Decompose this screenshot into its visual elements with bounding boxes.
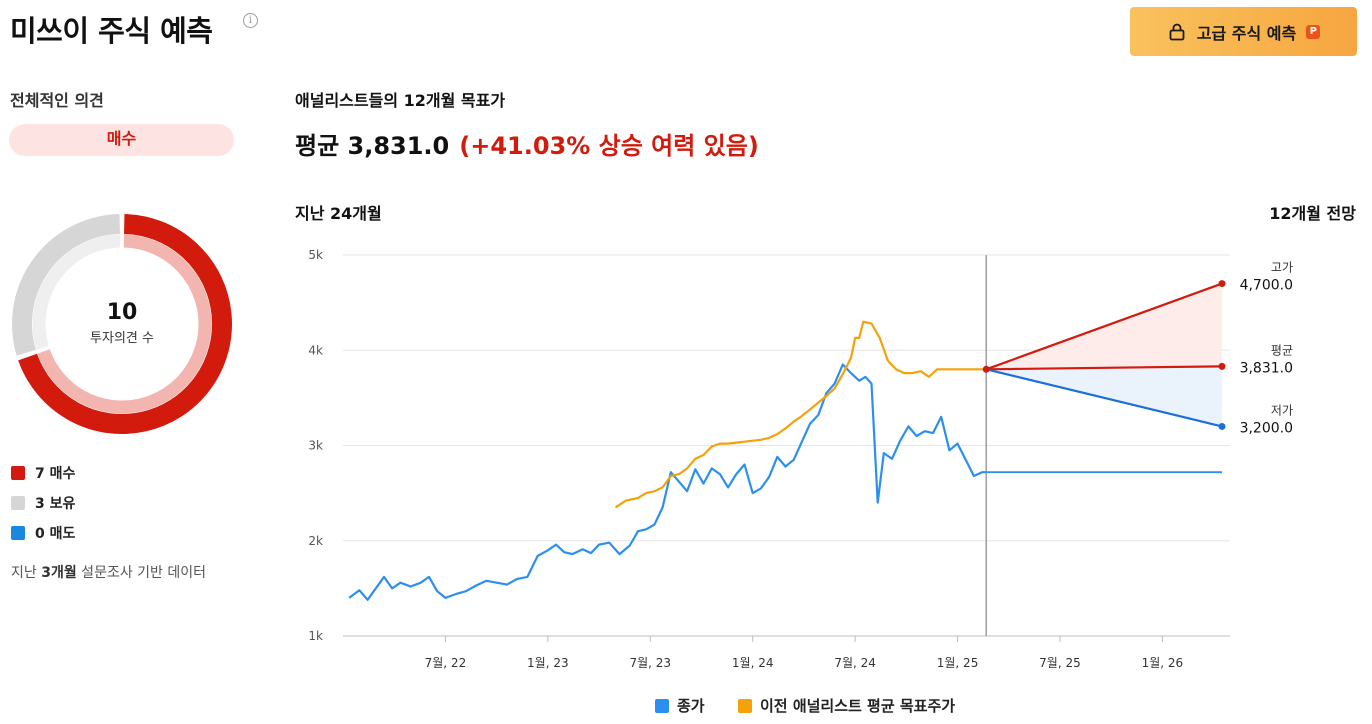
forecast-line-avg xyxy=(986,365,1223,371)
y-tick-label: 2k xyxy=(308,534,323,548)
x-tick-label: 1월, 25 xyxy=(937,656,979,670)
forecast-value-low: 3,200.0 xyxy=(1240,420,1293,436)
legend-hold: 3 보유 xyxy=(11,493,75,513)
forecast-value-avg: 3,831.0 xyxy=(1240,360,1293,376)
ratings-total-label: 투자의견 수 xyxy=(90,331,154,346)
legend-prev-target: 이전 애널리스트 평균 목표주가 xyxy=(738,695,955,716)
prev-target-swatch xyxy=(738,698,752,713)
premium-button-label: 고급 주식 예측 xyxy=(1196,23,1297,43)
y-tick-label: 1k xyxy=(308,629,323,643)
legend-close: 종가 xyxy=(655,695,705,716)
sell-count-label: 0 매도 xyxy=(35,526,76,542)
past-period-label: 지난 24개월 xyxy=(295,204,382,223)
x-tick-label: 7월, 24 xyxy=(834,656,876,670)
overall-opinion-label: 전체적인 의견 xyxy=(10,91,104,110)
x-tick-label: 7월, 22 xyxy=(425,656,467,670)
forecast-point-low xyxy=(1218,422,1226,430)
x-tick-label: 1월, 24 xyxy=(732,656,774,670)
donut-inner-segment-1 xyxy=(32,234,121,350)
buy-swatch xyxy=(11,466,25,480)
forecast-label-high: 고가 xyxy=(1271,261,1293,275)
forecast-label-avg: 평균 xyxy=(1271,343,1293,357)
forecast-point-avg xyxy=(1218,362,1226,370)
average-target: 평균 3,831.0 (+41.03% 상승 여력 있음) xyxy=(295,126,759,161)
target-section-label: 애널리스트들의 12개월 목표가 xyxy=(295,91,506,110)
lock-icon xyxy=(1167,22,1187,42)
hold-swatch xyxy=(11,496,25,510)
sell-swatch xyxy=(11,526,25,540)
forecast-upper-band xyxy=(986,283,1222,370)
y-tick-label: 5k xyxy=(308,248,323,262)
page-title: 미쓰이 주식 예측 xyxy=(10,14,213,48)
close-legend-label: 종가 xyxy=(677,697,705,715)
forecast-point-high xyxy=(1218,280,1226,288)
hold-count-label: 3 보유 xyxy=(35,496,76,512)
legend-sell: 0 매도 xyxy=(11,523,75,543)
legend-buy: 7 매수 xyxy=(11,463,75,483)
survey-note: 지난 3개월 설문조사 기반 데이터 xyxy=(11,565,207,581)
forecast-lower-band xyxy=(986,366,1222,427)
x-tick-label: 7월, 23 xyxy=(629,656,671,670)
average-target-value: 평균 3,831.0 xyxy=(295,132,450,160)
x-tick-label: 1월, 23 xyxy=(527,656,569,670)
donut-center: 10 투자의견 수 xyxy=(60,300,184,346)
buy-count-label: 7 매수 xyxy=(35,466,76,482)
forecast-line-high xyxy=(985,282,1223,371)
forecast-label-low: 저가 xyxy=(1271,403,1293,417)
forecast-value-high: 4,700.0 xyxy=(1240,278,1293,294)
forecast-line-low xyxy=(985,368,1223,428)
info-icon[interactable]: i xyxy=(243,13,258,28)
prev-target-legend-label: 이전 애널리스트 평균 목표주가 xyxy=(760,697,956,715)
upside-text: (+41.03% 상승 여력 있음) xyxy=(459,132,759,160)
series-line-1 xyxy=(614,320,987,509)
y-tick-label: 4k xyxy=(308,343,323,357)
donut-outer-segment-1 xyxy=(12,214,121,356)
forecast-period-label: 12개월 전망 xyxy=(1269,204,1356,223)
consensus-rating-badge: 매수 xyxy=(9,124,234,156)
x-tick-label: 7월, 25 xyxy=(1039,656,1081,670)
forecast-start-point xyxy=(982,365,990,373)
pro-badge-icon: P xyxy=(1306,24,1321,39)
x-tick-label: 1월, 26 xyxy=(1142,656,1184,670)
series-line-0 xyxy=(348,363,987,601)
donut-outer-segment-0 xyxy=(18,214,232,434)
ratings-total-count: 10 xyxy=(106,300,138,325)
premium-forecast-button[interactable]: 고급 주식 예측 P xyxy=(1130,7,1357,56)
close-swatch xyxy=(655,698,669,713)
ratings-donut-chart xyxy=(12,214,232,434)
donut-inner-segment-0 xyxy=(37,234,212,414)
y-tick-label: 3k xyxy=(308,439,323,453)
